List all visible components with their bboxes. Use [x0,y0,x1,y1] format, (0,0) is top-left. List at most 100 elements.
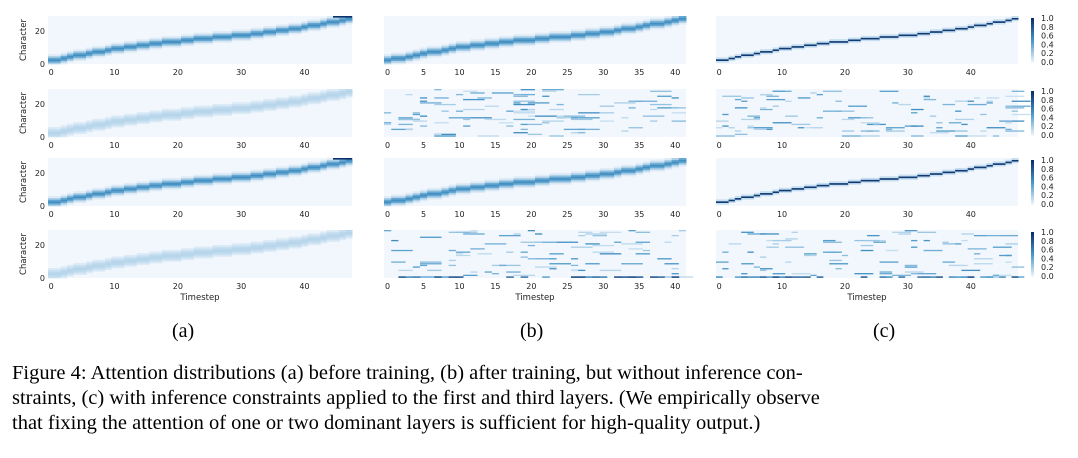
heatmap-cell [73,128,81,131]
heatmap-cell [671,24,680,27]
heatmap-cell [54,135,62,138]
heatmap-cell [60,52,68,55]
heatmap-cell [130,261,138,264]
heatmap-cell [79,132,87,134]
heatmap-cell [484,182,493,185]
heatmap-cell [822,44,830,47]
heatmap-cell [257,27,264,30]
x-tick-label: 10 [777,282,787,291]
heatmap-cell [73,54,81,57]
heatmap-cell [130,258,138,261]
heatmap-cell [181,34,188,37]
heatmap-cell [556,179,565,182]
heatmap-cell [130,115,138,118]
heatmap-cell [288,167,296,170]
heatmap-cell [527,40,536,43]
heatmap-cell [301,236,309,239]
heatmap-cell [441,50,450,53]
heatmap-cell [904,266,918,268]
heatmap-cell [835,100,842,102]
heatmap-cell [513,176,522,179]
colorbar-segment [1031,198,1034,201]
heatmap-cell [143,253,150,256]
heatmap-cell [499,42,507,45]
heatmap-cell [162,40,169,43]
heatmap-cell [967,25,975,28]
heatmap-cell [384,55,392,58]
heatmap-cell [384,60,392,63]
heatmap-cell [111,184,119,187]
heatmap-cell [282,25,290,28]
heatmap-cell [124,123,131,126]
heatmap-cell [79,269,87,272]
heatmap-cell [628,230,636,232]
heatmap-cell [136,42,144,45]
heatmap-cell [434,89,442,91]
x-tick-label: 20 [526,210,536,219]
heatmap-cell [513,102,521,104]
heatmap-cell [650,25,658,28]
heatmap-cell [276,102,283,105]
heatmap-cell [225,35,233,38]
heatmap-cell [187,39,195,42]
heatmap-cell [434,47,443,50]
heatmap-cell [288,27,296,30]
heatmap-cell [578,234,586,237]
heatmap-cell [333,17,340,20]
heatmap-cell [295,239,302,242]
heatmap-cell [585,176,594,179]
heatmap-cell [599,167,608,170]
heatmap-cell [117,45,125,48]
heatmap-cell [766,246,779,248]
heatmap-cell [992,274,1012,277]
heatmap-cell [942,261,956,263]
heatmap-cell [105,49,112,52]
heatmap-cell [269,172,277,175]
heatmap-cell [105,191,112,194]
heatmap-cell [111,261,119,264]
heatmap-cell [542,177,550,180]
heatmap-cell [206,176,214,179]
heatmap-cell [898,174,906,177]
heatmap-cell [867,39,874,42]
heatmap-cell [419,52,428,55]
heatmap-cell [60,276,68,279]
colorbar-tick-label: 0.4 [1041,254,1054,263]
heatmap-cell [470,39,478,42]
heatmap-cell [174,254,182,257]
heatmap-cell [288,166,296,169]
heatmap-cell [854,239,867,242]
colorbar-tick-label: 1.0 [1041,87,1054,96]
heatmap-cell [391,55,399,58]
heatmap-cell [585,174,594,177]
x-tick-label: 10 [454,68,464,77]
heatmap-cell [181,186,188,189]
heatmap-cell [980,24,988,27]
heatmap-cell [238,32,245,35]
heatmap-cell [635,30,644,33]
heatmap-cell [295,238,302,241]
heatmap-cell [288,244,296,247]
heatmap-cell [570,132,579,134]
heatmap-cell [585,276,593,278]
heatmap-cell [527,108,535,111]
heatmap-cell [741,231,754,233]
x-tick-label: 15 [490,210,500,219]
heatmap-cell [250,177,258,180]
heatmap-cell [621,24,629,27]
heatmap-cell [174,186,182,189]
heatmap-cell [98,47,106,50]
heatmap-cell [506,179,514,182]
heatmap-cell [187,254,195,257]
heatmap-cell [491,179,500,182]
heatmap-cell [441,276,450,278]
heatmap-cell [892,102,899,104]
heatmap-cell [105,259,112,262]
heatmap-cell [117,259,125,262]
heatmap-cell [722,251,729,253]
heatmap-cell [556,103,564,106]
heatmap-cell [111,115,119,118]
heatmap-cell [441,110,449,112]
heatmap-cell [671,166,680,169]
